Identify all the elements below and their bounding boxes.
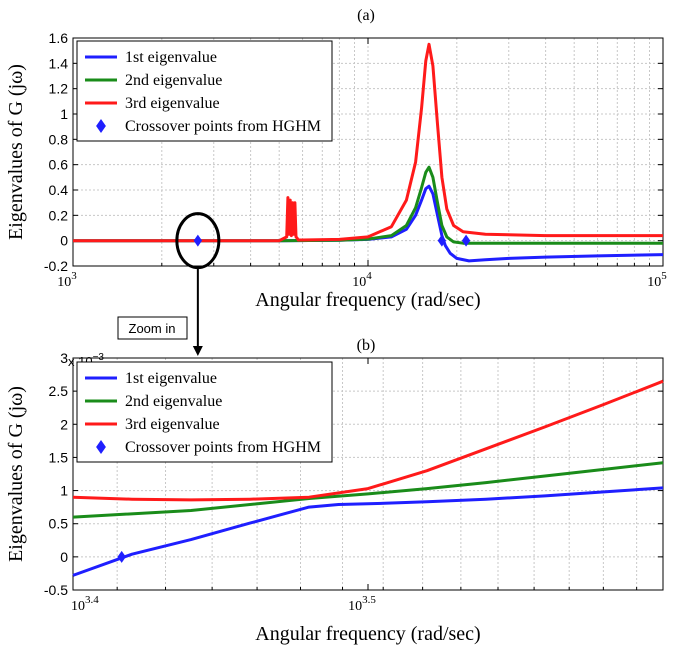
panel-a-series — [73, 42, 664, 263]
crossover-marker — [461, 234, 471, 247]
y-tick-label: 0 — [60, 233, 68, 249]
zoom-arrow-head — [192, 346, 203, 356]
y-tick-label: 2 — [60, 416, 68, 432]
series-line-3 — [73, 42, 663, 243]
series-line-3 — [72, 379, 664, 502]
legend-label: Crossover points from HGHM — [125, 118, 321, 135]
zoom-label-box — [117, 316, 188, 340]
x-tick-label: 105 — [647, 270, 667, 290]
y-tick-label: 1 — [60, 106, 68, 122]
panel-a-crossover-markers — [193, 234, 471, 247]
panel-b-legend: 1st eigenvalue 2nd eigenvalue 3rd eigenval… — [76, 361, 333, 463]
series-line-2 — [72, 461, 664, 519]
y-tick-label: 0.6 — [49, 157, 69, 173]
y-tick-label: 0.4 — [49, 182, 69, 198]
panel-b-series — [72, 379, 664, 577]
crossover-marker — [117, 550, 126, 563]
series-line-1 — [72, 486, 664, 577]
panel-b-y-axis-label: Eigenvalues of G (jω) — [5, 386, 27, 562]
y-tick-label: 1.2 — [49, 81, 69, 97]
legend-label: 2nd eigenvalue — [125, 72, 222, 89]
panel-b-ticks: -0.5 0 0.5 1 1.5 2 2.5 3 103.4 103.5 — [44, 350, 663, 614]
y-tick-label: 1.6 — [49, 30, 69, 46]
legend-label: 3rd eigenvalue — [125, 95, 220, 112]
crossover-marker — [96, 440, 106, 454]
legend-label: 1st eigenvalue — [125, 49, 217, 66]
y-tick-label: 1.4 — [49, 55, 69, 71]
y-tick-label: -0.2 — [44, 258, 68, 274]
panel-a-x-axis-label: Angular frequency (rad/sec) — [255, 289, 480, 311]
panel-a-y-axis-label: Eigenvalues of G (jω) — [5, 64, 27, 240]
y-tick-label: -0.5 — [44, 582, 68, 598]
y-tick-label: 0.8 — [49, 131, 69, 147]
y-tick-label: 0.5 — [49, 516, 69, 532]
y-tick-label: 0 — [60, 549, 68, 565]
y-tick-label: 2.5 — [49, 383, 69, 399]
legend-box — [76, 361, 333, 463]
crossover-marker — [193, 234, 203, 247]
panel-b-crossover-markers — [117, 550, 126, 563]
legend-label: 3rd eigenvalue — [125, 416, 220, 433]
legend-label: 2nd eigenvalue — [125, 393, 222, 410]
zoom-label: Zoom in — [129, 321, 176, 336]
crossover-marker — [437, 234, 447, 247]
x-tick-label: 103.4 — [71, 594, 99, 614]
panel-b-x-axis-label: Angular frequency (rad/sec) — [255, 623, 480, 645]
legend-label: 1st eigenvalue — [125, 370, 217, 387]
y-tick-label: 1.5 — [49, 449, 69, 465]
panel-a: (a) -0.2 0 0.2 0.4 0.6 0.8 1 1.2 1.4 1.6 103 104 105… — [5, 7, 667, 356]
y-tick-label: 3 — [60, 350, 68, 366]
x-tick-label: 104 — [352, 270, 372, 290]
panel-a-title: (a) — [357, 7, 375, 24]
panel-a-legend: 1st eigenvalue 2nd eigenvalue 3rd eigenval… — [76, 40, 333, 142]
panel-b-grid — [73, 358, 663, 590]
x-tick-label: 103.5 — [348, 594, 376, 614]
crossover-marker — [96, 119, 106, 133]
panel-b-title: (b) — [357, 337, 376, 354]
zoom-annotation: Zoom in — [117, 212, 221, 356]
legend-label: Crossover points from HGHM — [125, 439, 321, 456]
legend-box — [76, 40, 333, 142]
x-tick-label: 103 — [57, 270, 77, 290]
y-tick-label: 0.2 — [49, 207, 69, 223]
y-tick-label: 1 — [60, 483, 68, 499]
